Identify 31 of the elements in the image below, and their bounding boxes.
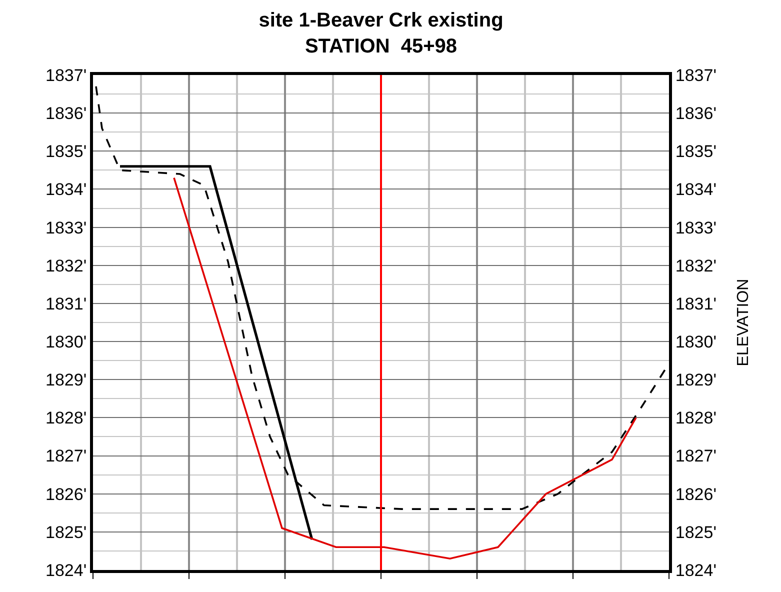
y-tick-label: 1826' bbox=[46, 484, 87, 504]
y-tick-label: 1827' bbox=[46, 446, 87, 466]
y2-tick-label: 1829' bbox=[675, 370, 716, 390]
y-tick-label: 1837' bbox=[46, 66, 87, 85]
y2-tick-label: 1837' bbox=[675, 66, 716, 85]
y-tick-label: 1833' bbox=[46, 218, 87, 238]
y2-tick-label: 1824' bbox=[675, 560, 716, 580]
y2-tick-label: 1835' bbox=[675, 142, 716, 162]
y2-tick-label: 1830' bbox=[675, 332, 716, 352]
y-tick-label: 1834' bbox=[46, 180, 87, 200]
y-tick-label: 1825' bbox=[46, 522, 87, 542]
y2-tick-label: 1831' bbox=[675, 294, 716, 314]
y2-tick-label: 1826' bbox=[675, 484, 716, 504]
y-tick-label: 1832' bbox=[46, 256, 87, 276]
y-tick-label: 1829' bbox=[46, 370, 87, 390]
y2-axis-title: ELEVATION bbox=[735, 278, 752, 366]
y2-tick-label: 1827' bbox=[675, 446, 716, 466]
y-tick-label: 1828' bbox=[46, 408, 87, 428]
y-tick-label: 1830' bbox=[46, 332, 87, 352]
y2-tick-label: 1836' bbox=[675, 104, 716, 124]
y2-tick-label: 1834' bbox=[675, 180, 716, 200]
y2-tick-label: 1833' bbox=[675, 218, 716, 238]
y-tick-label: 1831' bbox=[46, 294, 87, 314]
y-tick-label: 1836' bbox=[46, 104, 87, 124]
chart-title: site 1-Beaver Crk existing STATION 45+98 bbox=[258, 10, 504, 58]
y2-tick-label: 1832' bbox=[675, 256, 716, 276]
y-tick-label: 1824' bbox=[46, 560, 87, 580]
y2-tick-label: 1828' bbox=[675, 408, 716, 428]
y2-tick-label: 1825' bbox=[675, 522, 716, 542]
line-series bbox=[173, 176, 637, 560]
y-tick-label: 1835' bbox=[46, 142, 87, 162]
